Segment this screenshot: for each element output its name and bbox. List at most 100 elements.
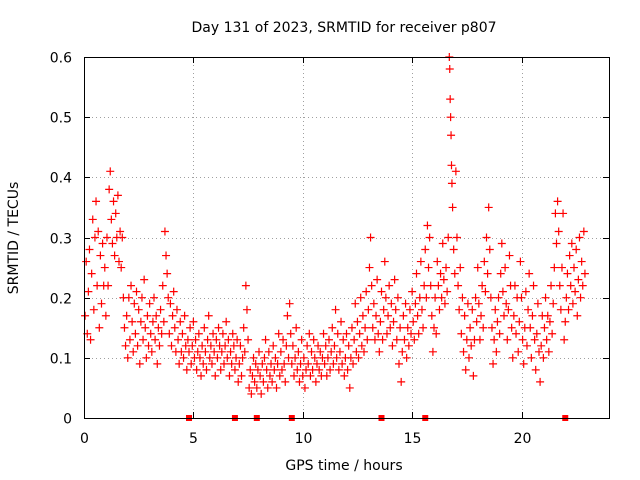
- data-point: [483, 269, 492, 278]
- data-point: [224, 335, 233, 344]
- data-point: [200, 323, 209, 332]
- data-point: [419, 323, 428, 332]
- data-point: [351, 299, 360, 308]
- data-point: [96, 251, 105, 260]
- data-point: [379, 305, 388, 314]
- data-point: [422, 293, 431, 302]
- data-point: [484, 203, 493, 212]
- data-point: [272, 383, 281, 392]
- y-axis-label: SRMTID / TECUs: [6, 182, 22, 295]
- data-point: [396, 323, 405, 332]
- data-point: [400, 335, 409, 344]
- data-point: [133, 341, 142, 350]
- data-point: [207, 359, 216, 368]
- data-point: [578, 281, 587, 290]
- data-point: [434, 281, 443, 290]
- data-point: [86, 335, 95, 344]
- data-point: [387, 299, 396, 308]
- data-point: [257, 389, 266, 398]
- data-point: [276, 347, 285, 356]
- grid-lines: [84, 57, 609, 418]
- data-point: [445, 65, 454, 74]
- data-point: [501, 263, 510, 272]
- data-point: [120, 323, 129, 332]
- data-point: [326, 365, 335, 374]
- data-point: [450, 269, 459, 278]
- data-point: [84, 287, 93, 296]
- data-point: [238, 353, 247, 362]
- data-point: [187, 359, 196, 368]
- data-point: [185, 347, 193, 356]
- data-point: [152, 311, 161, 320]
- data-point: [547, 281, 556, 290]
- data-point: [575, 233, 584, 242]
- data-point: [310, 353, 319, 362]
- data-point: [193, 347, 202, 356]
- data-point: [350, 335, 359, 344]
- data-point: [548, 329, 557, 338]
- data-point: [398, 347, 407, 356]
- data-point: [202, 365, 211, 374]
- data-point: [352, 347, 361, 356]
- data-point: [283, 311, 292, 320]
- data-point: [124, 293, 133, 302]
- data-point: [234, 377, 243, 386]
- data-point: [570, 263, 578, 272]
- data-point: [430, 323, 438, 332]
- y-tick-label: 0.2: [50, 292, 72, 308]
- data-point: [159, 317, 168, 326]
- data-point: [537, 341, 546, 350]
- data-point: [457, 329, 466, 338]
- data-point: [85, 245, 94, 254]
- data-point: [194, 329, 203, 338]
- data-point: [139, 335, 148, 344]
- data-point: [384, 311, 393, 320]
- data-point: [113, 191, 122, 200]
- data-point: [367, 281, 376, 290]
- data-point: [121, 341, 130, 350]
- data-point: [269, 341, 278, 350]
- data-point: [236, 341, 245, 350]
- data-point: [150, 293, 158, 302]
- data-point: [311, 377, 320, 386]
- data-point: [300, 383, 309, 392]
- data-point: [296, 359, 305, 368]
- data-point: [427, 311, 436, 320]
- data-point: [482, 233, 491, 242]
- data-point: [325, 335, 333, 344]
- data-point: [333, 329, 342, 338]
- data-point: [364, 305, 373, 314]
- data-point: [248, 371, 257, 380]
- data-point: [372, 311, 381, 320]
- data-point: [322, 371, 331, 380]
- data-point: [335, 347, 344, 356]
- data-point: [123, 353, 132, 362]
- data-point: [373, 275, 382, 284]
- data-point: [361, 323, 370, 332]
- data-point: [220, 359, 228, 368]
- data-point: [559, 209, 568, 218]
- data-point: [399, 311, 408, 320]
- data-point: [447, 131, 456, 140]
- data-point: [503, 335, 512, 344]
- data-point: [477, 311, 486, 320]
- data-point: [573, 311, 582, 320]
- data-point: [423, 221, 432, 230]
- data-point: [213, 353, 222, 362]
- data-point: [323, 353, 332, 362]
- data-point: [403, 323, 412, 332]
- data-point: [334, 365, 343, 374]
- data-point: [339, 335, 348, 344]
- data-point: [265, 371, 274, 380]
- data-point: [249, 353, 258, 362]
- data-point: [142, 353, 151, 362]
- data-point: [428, 347, 437, 356]
- data-point: [521, 287, 530, 296]
- data-point: [167, 341, 176, 350]
- data-point: [206, 341, 215, 350]
- data-point: [130, 299, 139, 308]
- data-point: [439, 275, 448, 284]
- data-point: [198, 341, 207, 350]
- data-point: [467, 341, 476, 350]
- data-point: [144, 341, 153, 350]
